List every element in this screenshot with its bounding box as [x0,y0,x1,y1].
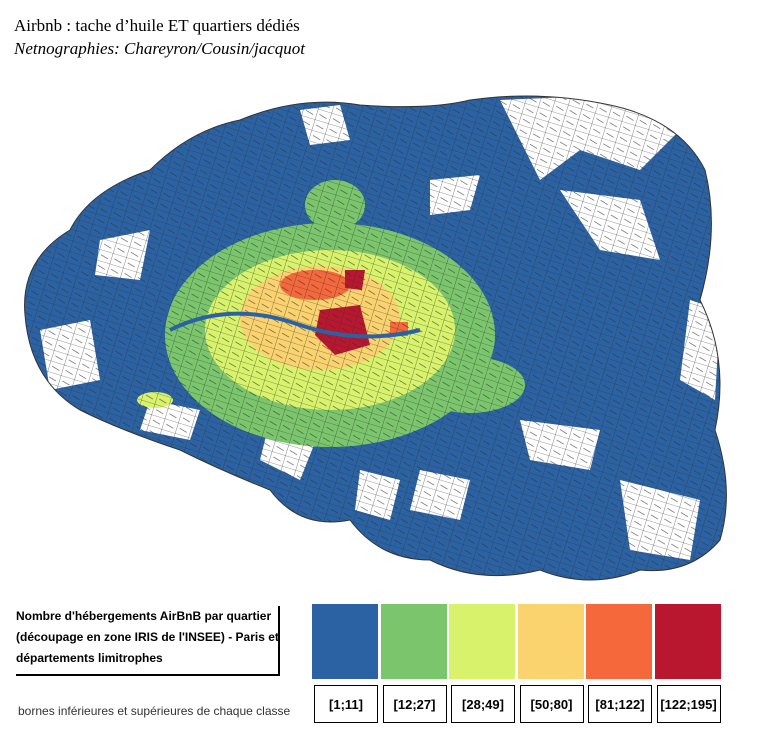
legend-swatch [379,603,448,680]
legend-classes: [1;11] [12;27] [28;49] [50;80] [81;122] [122;… [311,603,723,725]
legend-note: bornes inférieures et supérieures de cha… [18,704,291,718]
legend-label: [81;122] [588,685,652,723]
legend-label: [12;27] [382,685,447,723]
map-body [24,96,727,580]
map [24,95,727,581]
title: Airbnb : tache d’huile ET quartiers dédi… [14,16,300,35]
legend-swatch [653,603,722,680]
legend-label: [50;80] [519,685,584,723]
legend-label: [122;195] [656,685,721,723]
legend-title-line: (découpage en zone IRIS de l'INSEE) - Pa… [16,630,279,644]
boundaries [24,96,727,580]
legend-title-line: Nombre d'hébergements AirBnB par quartie… [16,609,272,623]
legend-title: Nombre d'hébergements AirBnB par quartie… [16,606,280,676]
subtitle: Netnographies: Chareyron/Cousin/jacquot [14,39,306,58]
legend-label: [28;49] [451,685,515,723]
legend-swatch [516,603,585,680]
river [169,311,421,339]
legend-swatch [448,603,516,680]
legend-swatch [311,603,379,680]
legend-title-line: départements limitrophes [16,651,163,665]
legend-label: [1;11] [314,685,378,723]
legend-swatch [585,603,653,680]
